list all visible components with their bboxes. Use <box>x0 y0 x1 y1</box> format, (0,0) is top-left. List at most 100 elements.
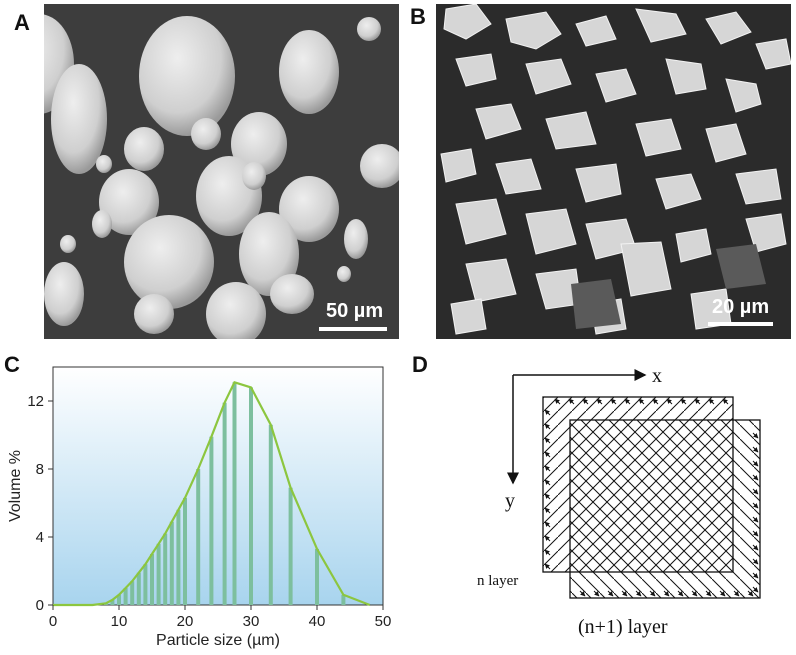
scan-arrow <box>596 398 603 405</box>
scan-arrow <box>544 451 551 458</box>
bar <box>222 402 227 605</box>
bar <box>169 521 174 605</box>
scan-arrow <box>544 535 551 542</box>
scan-arrow <box>593 590 600 597</box>
scale-bar-label: 20 µm <box>712 296 770 318</box>
scan-arrow <box>607 590 614 597</box>
x-axis-ticks: 0 10 20 30 40 50 <box>49 605 392 630</box>
scan-arrow <box>733 590 740 597</box>
scan-arrow <box>554 398 561 405</box>
scan-arrow <box>544 493 551 500</box>
scan-arrow <box>677 590 684 597</box>
scan-strategy-diagram: x y n layer (n+1) layer <box>477 365 761 638</box>
scan-arrow <box>752 516 759 523</box>
panel-letter-a: A <box>14 10 30 35</box>
bar <box>136 572 141 605</box>
x-tick-label: 40 <box>309 613 326 630</box>
x-tick-label: 50 <box>375 613 392 630</box>
bar <box>232 382 237 605</box>
x-axis-label: Particle size (µm) <box>156 632 280 649</box>
scan-arrow <box>719 590 726 597</box>
scan-arrow <box>752 432 759 439</box>
bar <box>176 509 181 605</box>
bar <box>117 594 121 605</box>
n1-layer-label: (n+1) layer <box>578 616 668 638</box>
scan-arrow <box>624 398 631 405</box>
scan-arrow <box>544 437 551 444</box>
scan-arrow <box>708 398 715 405</box>
bar <box>130 581 135 605</box>
scan-arrow <box>544 465 551 472</box>
scan-arrow <box>649 590 656 597</box>
scan-arrow <box>752 474 759 481</box>
scan-arrow <box>544 479 551 486</box>
scan-arrow <box>752 460 759 467</box>
scan-arrow <box>666 398 673 405</box>
bar <box>268 424 273 605</box>
y-tick-label: 0 <box>36 597 44 614</box>
x-tick-label: 20 <box>177 613 194 630</box>
scan-arrow <box>752 502 759 509</box>
scan-arrow <box>752 558 759 565</box>
n1-layer-hatch <box>570 420 760 598</box>
scan-arrow <box>544 549 551 556</box>
scan-arrow <box>752 586 759 593</box>
scan-arrow <box>752 488 759 495</box>
scan-arrow <box>680 398 687 405</box>
bar <box>150 554 154 605</box>
y-axis-label: Volume % <box>7 450 24 522</box>
sem-image-spherical-particles: 50 µm <box>44 4 399 339</box>
scan-arrow <box>747 590 754 597</box>
x-tick-label: 30 <box>243 613 260 630</box>
bar <box>341 594 346 605</box>
scan-arrow <box>621 590 628 597</box>
y-tick-label: 4 <box>36 529 44 546</box>
n1-layer-border <box>569 419 761 599</box>
bar <box>123 588 128 605</box>
scan-arrow <box>694 398 701 405</box>
scale-bar <box>319 327 387 331</box>
scan-arrow <box>582 398 589 405</box>
particle-size-chart: 0 10 20 30 40 50 0 4 8 12 Particle size (µm) Vol… <box>7 366 392 649</box>
bar-series <box>103 382 346 605</box>
bar <box>143 564 148 605</box>
scan-arrow <box>752 572 759 579</box>
plot-area <box>52 366 384 606</box>
y-tick-label: 8 <box>36 461 44 478</box>
scan-arrow <box>663 590 670 597</box>
bar <box>163 533 168 605</box>
bar <box>183 497 187 605</box>
scan-arrow <box>544 423 551 430</box>
scan-direction-arrows <box>544 398 759 597</box>
bar <box>315 548 319 605</box>
scan-arrow <box>544 409 551 416</box>
scan-arrow <box>722 398 729 405</box>
scale-bar-label: 50 µm <box>326 300 384 322</box>
sem-image-irregular-particles: 20 µm <box>436 4 791 339</box>
panel-letter-c: C <box>4 352 20 377</box>
scan-arrow <box>544 507 551 514</box>
scan-arrow <box>652 398 659 405</box>
panel-letter-d: D <box>412 352 428 377</box>
bar <box>156 543 161 605</box>
n-layer-label: n layer <box>477 573 518 589</box>
scan-arrow <box>544 563 551 570</box>
distribution-line <box>53 380 371 607</box>
scan-arrow <box>610 398 617 405</box>
scan-arrow <box>752 446 759 453</box>
y-tick-label: 12 <box>27 393 44 410</box>
x-tick-label: 0 <box>49 613 57 630</box>
y-axis-label: y <box>505 490 515 512</box>
panel-letter-b: B <box>410 4 426 29</box>
scan-arrow <box>752 530 759 537</box>
bar <box>209 436 214 605</box>
scale-bar <box>708 322 773 326</box>
scan-arrow <box>635 590 642 597</box>
bar <box>196 469 201 605</box>
scan-arrow <box>568 398 575 405</box>
scan-arrow <box>638 398 645 405</box>
scan-arrow <box>705 590 712 597</box>
y-axis-ticks: 0 4 8 12 <box>27 393 53 614</box>
bar <box>249 387 253 605</box>
scan-arrow <box>579 590 586 597</box>
